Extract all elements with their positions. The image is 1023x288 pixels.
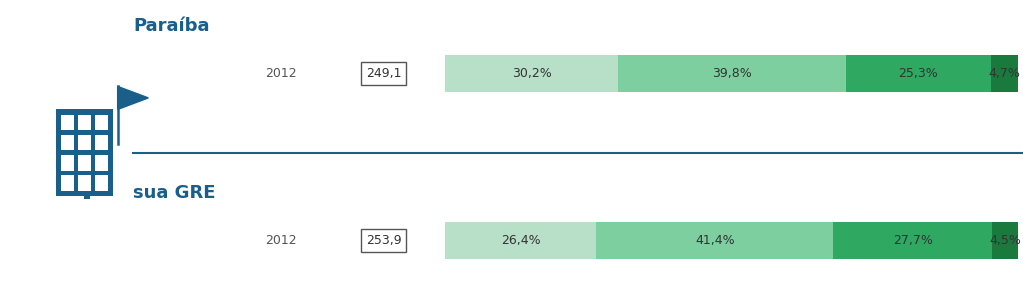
Bar	[94, 155, 108, 170]
Bar	[56, 109, 113, 196]
Text: 249,1: 249,1	[366, 67, 401, 80]
Bar	[991, 55, 1018, 92]
Text: 27,7%: 27,7%	[893, 234, 933, 247]
Text: 26,4%: 26,4%	[501, 234, 540, 247]
Bar	[846, 55, 991, 92]
Bar	[445, 55, 618, 92]
Text: 253,9: 253,9	[366, 234, 401, 247]
Bar	[60, 135, 75, 150]
Bar	[84, 195, 90, 199]
Bar	[60, 175, 75, 191]
Bar	[618, 55, 846, 92]
Bar	[60, 155, 75, 170]
Text: 25,3%: 25,3%	[898, 67, 938, 80]
Bar	[94, 115, 108, 130]
Bar	[78, 115, 91, 130]
Bar	[94, 175, 108, 191]
Text: 4,5%: 4,5%	[989, 234, 1021, 247]
Text: sua GRE: sua GRE	[133, 184, 216, 202]
Bar	[78, 155, 91, 170]
Bar	[78, 175, 91, 191]
Bar	[596, 222, 834, 259]
Bar	[445, 222, 596, 259]
Text: Paraíba: Paraíba	[133, 16, 210, 35]
Text: 39,8%: 39,8%	[712, 67, 752, 80]
Bar	[60, 115, 75, 130]
Polygon shape	[118, 86, 148, 109]
Text: 2012: 2012	[266, 234, 297, 247]
Text: 2012: 2012	[266, 67, 297, 80]
Bar	[992, 222, 1018, 259]
Bar	[78, 135, 91, 150]
Text: 30,2%: 30,2%	[512, 67, 551, 80]
Bar	[834, 222, 992, 259]
Text: 4,7%: 4,7%	[988, 67, 1020, 80]
Bar	[94, 135, 108, 150]
Text: 41,4%: 41,4%	[695, 234, 735, 247]
